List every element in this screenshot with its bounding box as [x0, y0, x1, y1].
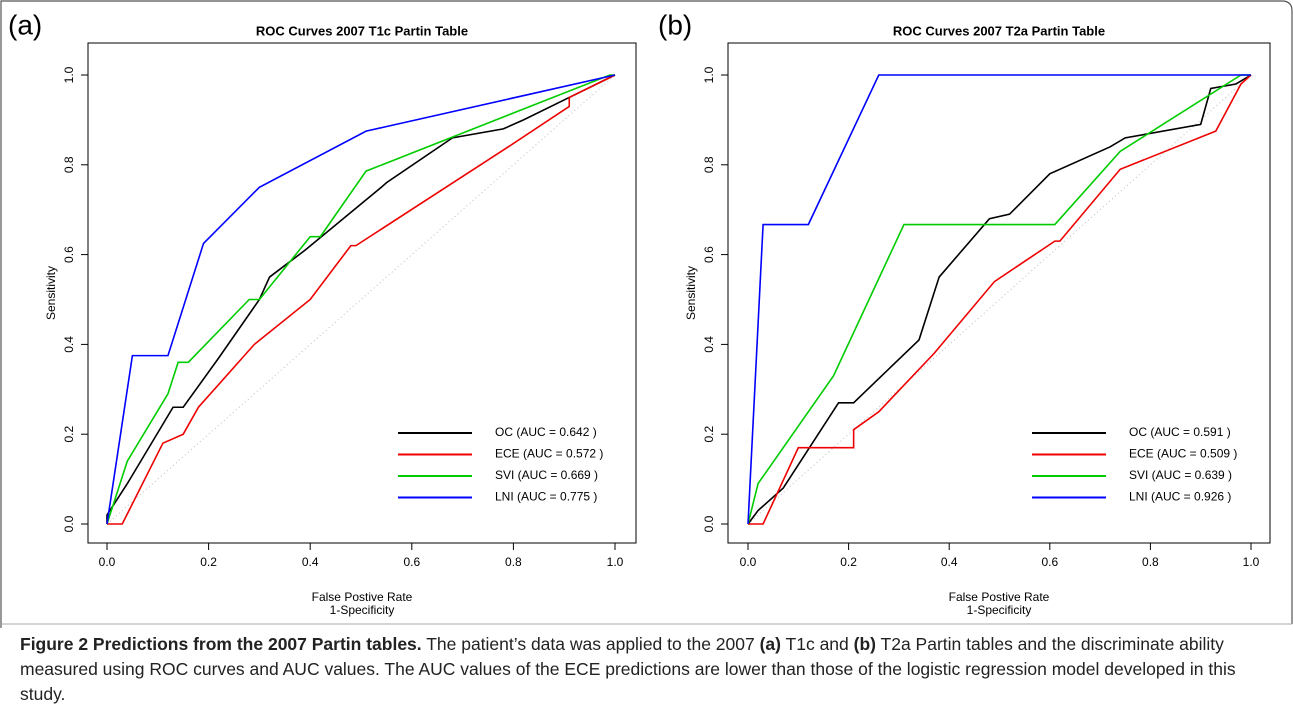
- legend-label: SVI (AUC = 0.639 ): [1129, 468, 1232, 482]
- caption-text: The patient’s data was applied to the 20…: [421, 634, 760, 654]
- figure-border: [0, 0, 1293, 628]
- x-tick-label: 0.0: [740, 555, 757, 569]
- legend-label: LNI (AUC = 0.775 ): [495, 490, 597, 504]
- y-tick-label: 0.8: [702, 156, 716, 173]
- roc-curve: [107, 74, 616, 525]
- legend-label: ECE (AUC = 0.572 ): [495, 447, 603, 461]
- y-tick-label: 0.4: [702, 336, 716, 353]
- x-tick-label: 0.8: [1142, 555, 1159, 569]
- roc-curve: [747, 74, 1252, 525]
- x-tick-label: 0.2: [840, 555, 857, 569]
- legend-label: SVI (AUC = 0.669 ): [495, 468, 598, 482]
- roc-curve: [747, 74, 1251, 525]
- legend-label: OC (AUC = 0.642 ): [495, 425, 597, 439]
- caption-bold: Figure 2 Predictions from the 2007 Parti…: [20, 634, 422, 654]
- y-tick-label: 0.0: [62, 515, 76, 532]
- x-axis-label: 1-Specificity: [330, 603, 395, 617]
- x-tick-label: 0.6: [403, 555, 420, 569]
- y-tick-label: 0.6: [702, 246, 716, 263]
- panel-label: (b): [658, 9, 692, 40]
- y-axis-label: Sensitivity: [44, 266, 58, 320]
- x-tick-label: 0.0: [99, 555, 116, 569]
- legend-label: OC (AUC = 0.591 ): [1129, 425, 1231, 439]
- roc-curve: [748, 74, 1252, 525]
- roc-curve: [106, 74, 616, 525]
- chart-title: ROC Curves 2007 T1c Partin Table: [256, 23, 468, 38]
- figure: (a) ROC Curves 2007 T1c Partin Table Sensi…: [0, 0, 1293, 628]
- caption-text: T1c and: [780, 634, 854, 654]
- x-tick-label: 0.8: [505, 555, 522, 569]
- x-tick-label: 1.0: [1243, 555, 1260, 569]
- reference-diagonal: [106, 74, 616, 525]
- x-tick-label: 1.0: [607, 555, 624, 569]
- legend-label: ECE (AUC = 0.509 ): [1129, 447, 1237, 461]
- y-tick-label: 0.0: [702, 515, 716, 532]
- roc-curve: [106, 74, 615, 525]
- x-tick-label: 0.4: [302, 555, 319, 569]
- y-tick-label: 1.0: [62, 66, 76, 83]
- x-axis-label: False Postive Rate: [312, 590, 413, 604]
- y-tick-label: 0.2: [62, 426, 76, 443]
- y-tick-label: 1.0: [702, 66, 716, 83]
- reference-diagonal: [747, 74, 1252, 525]
- y-tick-label: 0.2: [702, 426, 716, 443]
- y-tick-label: 0.8: [62, 156, 76, 173]
- caption: Figure 2 Predictions from the 2007 Parti…: [20, 632, 1270, 707]
- x-axis-label: False Postive Rate: [949, 590, 1050, 604]
- x-tick-label: 0.2: [200, 555, 217, 569]
- y-tick-label: 0.6: [62, 246, 76, 263]
- x-tick-label: 0.6: [1041, 555, 1058, 569]
- legend-label: LNI (AUC = 0.926 ): [1129, 490, 1231, 504]
- caption-text: T2a Partin tables and the discriminate a…: [20, 634, 1236, 704]
- x-tick-label: 0.4: [941, 555, 958, 569]
- roc-curve: [106, 74, 616, 524]
- caption-bold: (a): [759, 634, 781, 654]
- y-tick-label: 0.4: [62, 336, 76, 353]
- x-axis-label: 1-Specificity: [967, 603, 1032, 617]
- roc-curve: [747, 74, 1251, 525]
- y-axis-label: Sensitivity: [684, 266, 698, 320]
- caption-bold: (b): [853, 634, 876, 654]
- panel-label: (a): [8, 9, 42, 40]
- chart-title: ROC Curves 2007 T2a Partin Table: [893, 23, 1105, 38]
